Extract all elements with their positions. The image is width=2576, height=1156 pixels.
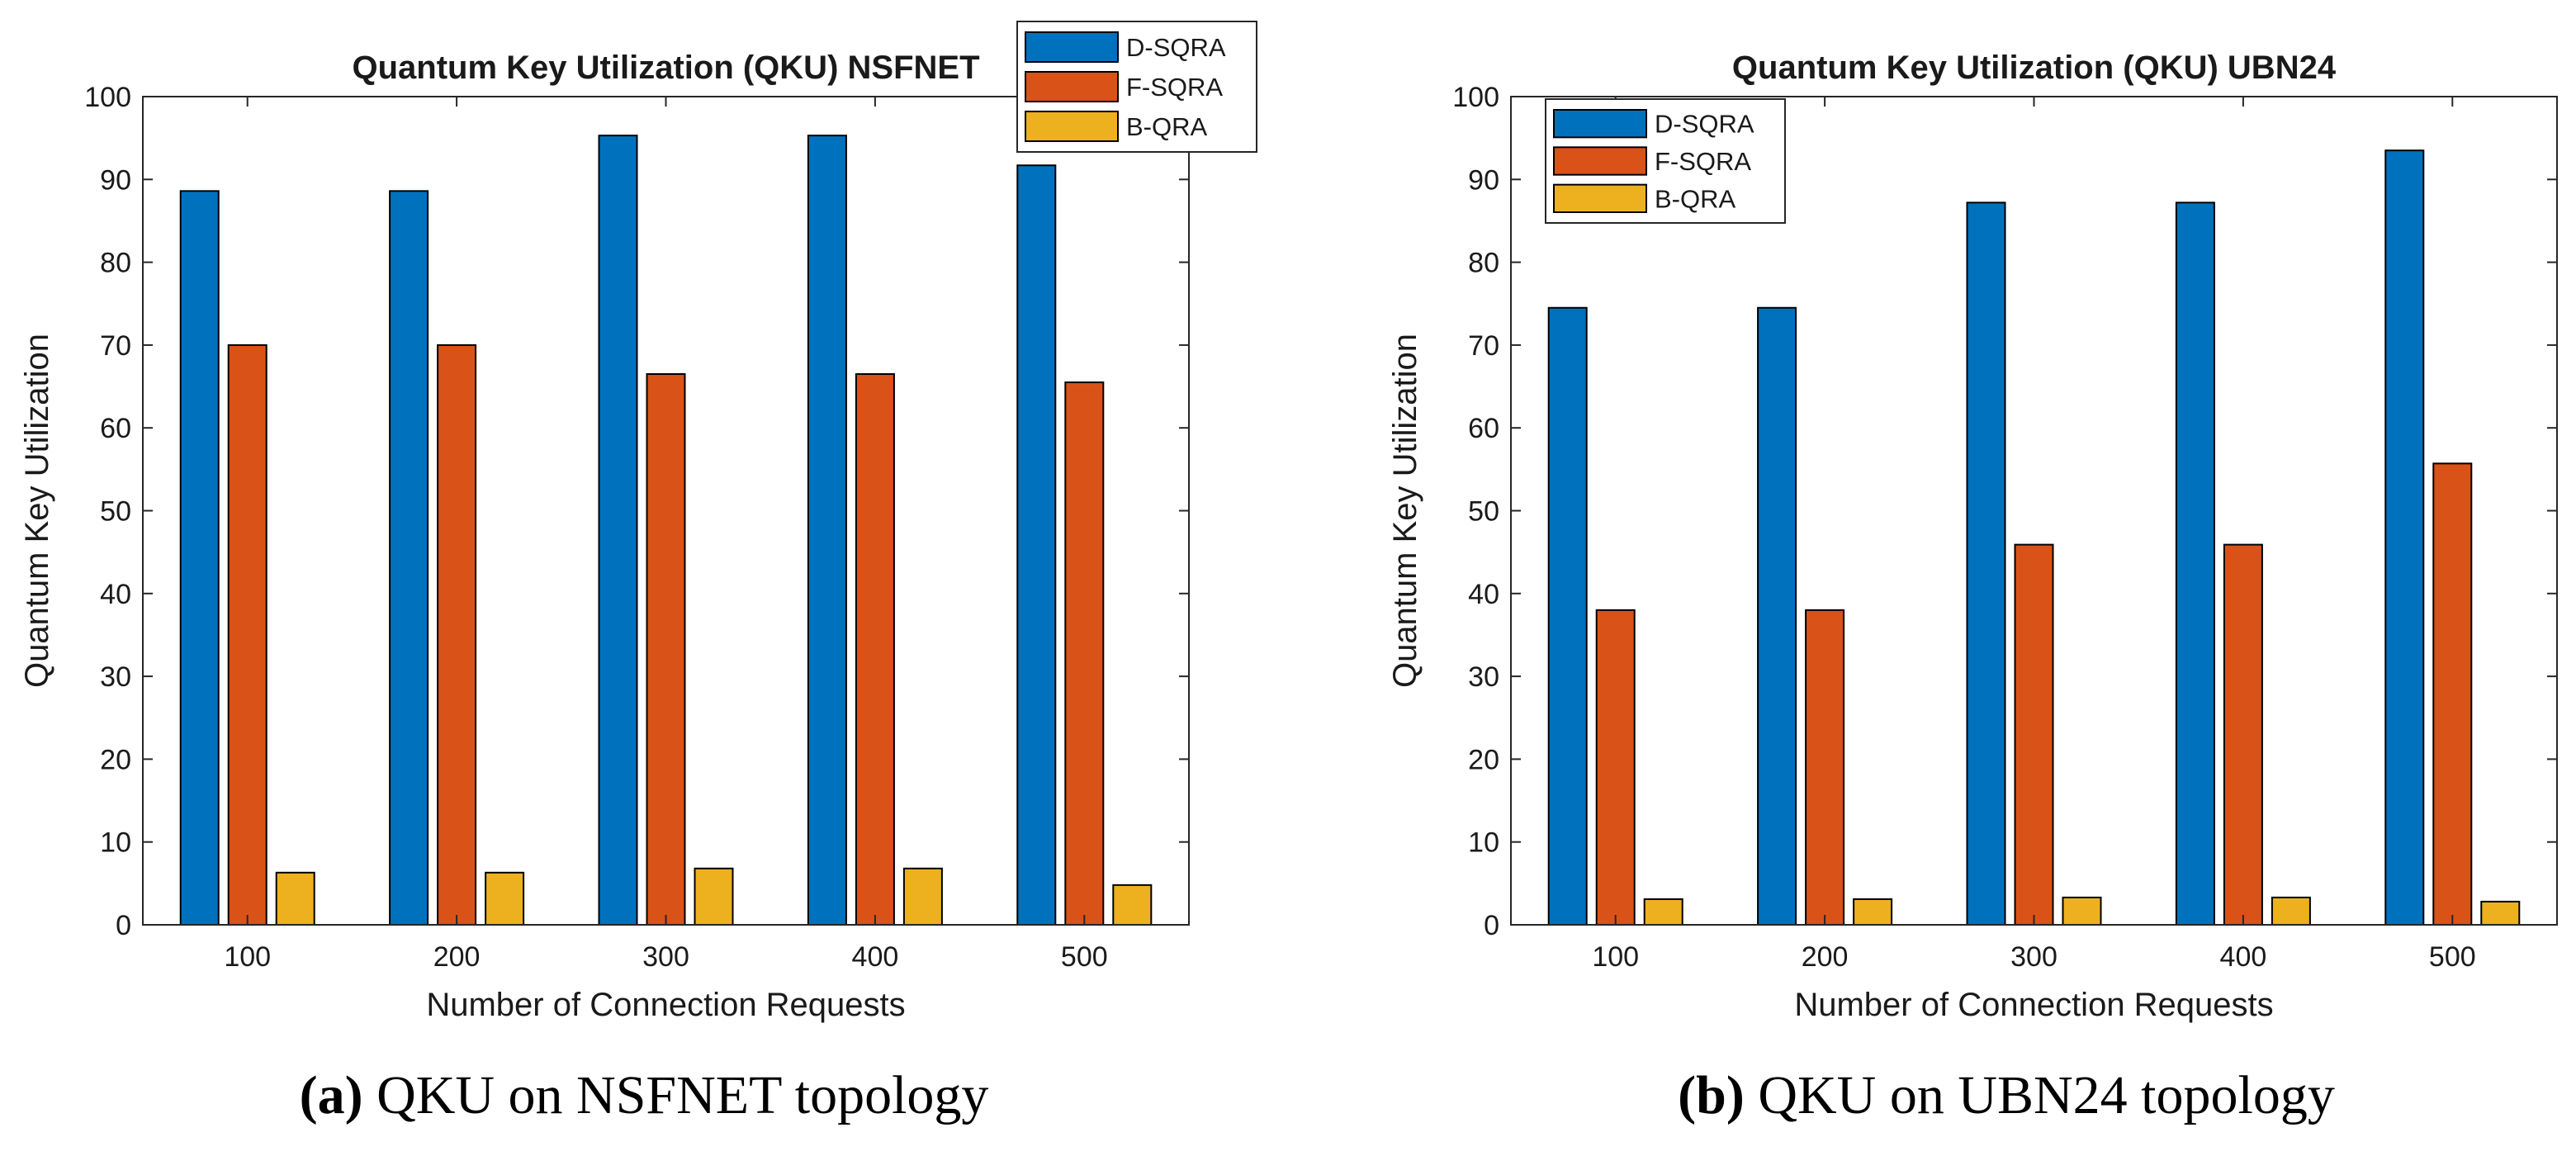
caption-label: (b)	[1678, 1065, 1745, 1125]
bar-b-qra-400	[2271, 896, 2311, 926]
y-tick-label: 50	[100, 496, 131, 528]
bar-d-sqra-400	[2175, 201, 2215, 926]
y-axis-label: Quantum Key Utilization	[19, 334, 55, 688]
y-tick-label: 0	[1484, 910, 1499, 941]
legend-swatch-d-sqra	[1553, 109, 1647, 139]
legend-label-b-qra: B-QRA	[1126, 112, 1208, 141]
x-tick-label: 200	[1802, 941, 1849, 973]
chart-title: Quantum Key Utilization (QKU) NSFNET	[353, 50, 980, 86]
legend: D-SQRA F-SQRA B-QRA	[1016, 21, 1257, 153]
y-tick-label: 10	[1468, 827, 1499, 859]
bar-f-sqra-500	[2432, 462, 2473, 926]
legend-swatch-f-sqra	[1553, 146, 1647, 176]
bar-f-sqra-500	[1064, 381, 1105, 926]
y-tick-label: 80	[1468, 248, 1499, 279]
bar-b-qra-400	[902, 867, 943, 926]
legend-swatch-b-qra	[1553, 183, 1647, 214]
legend-label-b-qra: B-QRA	[1655, 184, 1736, 213]
legend-label-f-sqra: F-SQRA	[1126, 73, 1223, 102]
x-tick-label: 400	[852, 941, 899, 973]
figure-caption: (b) QKU on UBN24 topology	[1678, 1065, 2335, 1125]
bar-b-qra-100	[275, 871, 315, 926]
y-tick-label: 100	[1452, 82, 1499, 113]
x-tick-label: 500	[2429, 941, 2476, 973]
y-tick-label: 60	[1468, 413, 1499, 444]
y-tick-label: 0	[116, 910, 131, 941]
bar-f-sqra-100	[227, 343, 268, 926]
bar-b-qra-200	[1853, 898, 1893, 926]
x-axis-label: Number of Connection Requests	[426, 987, 905, 1023]
bar-d-sqra-300	[598, 135, 638, 926]
y-tick-label: 30	[1468, 661, 1499, 693]
bar-d-sqra-400	[807, 135, 847, 926]
y-tick-label: 40	[100, 579, 131, 610]
y-tick-label: 90	[100, 164, 131, 196]
y-tick-label: 60	[100, 413, 131, 444]
y-tick-label: 20	[100, 744, 131, 775]
legend-label-f-sqra: F-SQRA	[1655, 147, 1751, 176]
bar-f-sqra-200	[437, 343, 477, 926]
x-tick-label: 500	[1061, 941, 1108, 973]
x-tick-label: 100	[1592, 941, 1639, 973]
bar-d-sqra-100	[179, 190, 220, 926]
legend: D-SQRA F-SQRA B-QRA	[1545, 98, 1786, 224]
y-tick-label: 100	[84, 82, 131, 113]
figure-caption: (a) QKU on NSFNET topology	[300, 1065, 989, 1125]
y-tick-label: 40	[1468, 579, 1499, 610]
legend-swatch-d-sqra	[1025, 31, 1119, 63]
y-tick-label: 90	[1468, 164, 1499, 196]
legend-label-d-sqra: D-SQRA	[1655, 110, 1754, 139]
x-tick-label: 100	[224, 941, 271, 973]
bar-f-sqra-200	[1805, 609, 1845, 926]
chart-title: Quantum Key Utilization (QKU) UBN24	[1732, 50, 2337, 86]
bar-d-sqra-500	[1016, 164, 1057, 926]
bar-f-sqra-100	[1595, 609, 1636, 926]
bar-b-qra-500	[1112, 884, 1153, 926]
chart-2: 0 10 20 30 40 50 60 70 80 90 100 100 200 300 400 500 Qua…	[1387, 50, 2558, 1125]
x-tick-label: 300	[2010, 941, 2057, 973]
bar-d-sqra-200	[389, 190, 429, 926]
chart-1: 0 10 20 30 40 50 60 70 80 90 100 100 200 300 400 500 Qua…	[19, 21, 1257, 1125]
bar-b-qra-200	[485, 871, 525, 926]
y-axis-label: Quantum Key Utilization	[1387, 334, 1423, 688]
caption-text: QKU on UBN24 topology	[1745, 1065, 2335, 1125]
x-tick-label: 300	[642, 941, 689, 973]
x-tick-label: 400	[2220, 941, 2267, 973]
bar-f-sqra-300	[2014, 543, 2054, 926]
legend-swatch-b-qra	[1025, 111, 1119, 142]
bar-d-sqra-100	[1547, 306, 1588, 926]
bar-b-qra-300	[2062, 896, 2102, 926]
y-tick-label: 10	[100, 827, 131, 859]
caption-text: QKU on NSFNET topology	[363, 1065, 989, 1125]
y-tick-label: 70	[100, 330, 131, 362]
bar-d-sqra-200	[1757, 306, 1797, 926]
y-tick-label: 50	[1468, 496, 1499, 528]
y-tick-label: 80	[100, 248, 131, 279]
x-tick-label: 200	[433, 941, 481, 973]
legend-label-d-sqra: D-SQRA	[1126, 33, 1226, 62]
bar-b-qra-100	[1643, 898, 1683, 926]
y-tick-label: 70	[1468, 330, 1499, 362]
bar-d-sqra-300	[1966, 201, 2006, 926]
bar-f-sqra-300	[646, 373, 686, 926]
y-tick-label: 20	[1468, 744, 1499, 775]
bar-d-sqra-500	[2384, 149, 2425, 926]
y-tick-label: 30	[100, 661, 131, 693]
bar-f-sqra-400	[855, 373, 895, 926]
bar-f-sqra-400	[2223, 543, 2263, 926]
caption-label: (a)	[300, 1065, 363, 1125]
legend-swatch-f-sqra	[1025, 71, 1119, 102]
bar-b-qra-500	[2480, 900, 2521, 926]
bar-b-qra-300	[694, 867, 734, 926]
x-axis-label: Number of Connection Requests	[1794, 987, 2273, 1023]
